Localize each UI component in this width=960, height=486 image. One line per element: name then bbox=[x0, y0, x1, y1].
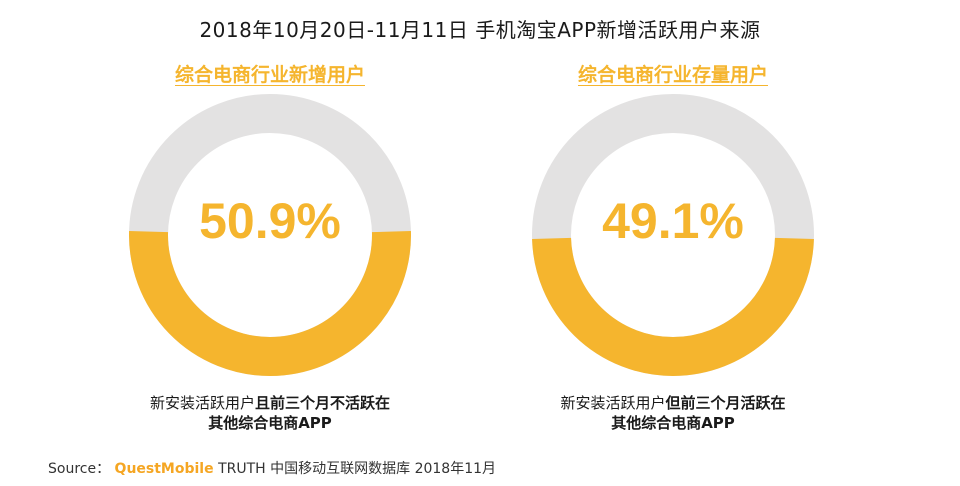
panel-heading: 综合电商行业新增用户 bbox=[174, 64, 365, 86]
caption-line-1: 新安装活跃用户且前三个月不活跃在 bbox=[105, 393, 435, 413]
caption-line-2-text: 其他综合电商APP bbox=[208, 414, 332, 432]
caption-line-2: 其他综合电商APP bbox=[508, 413, 838, 433]
source-suffix: TRUTH 中国移动互联网数据库 2018年11月 bbox=[218, 461, 497, 477]
caption-normal-text: 新安装活跃用户 bbox=[560, 394, 666, 412]
donut-svg bbox=[129, 94, 411, 376]
source-brand: QuestMobile bbox=[114, 461, 214, 477]
donut-svg bbox=[532, 94, 814, 376]
donut-chart bbox=[532, 94, 814, 376]
donut-panel-existing-users: 综合电商行业存量用户 49.1% 新安装活跃用户但前三个月活跃在 其他综合电商A… bbox=[508, 60, 838, 440]
donut-value-slice bbox=[129, 231, 411, 376]
percentage-label: 49.1% bbox=[602, 193, 744, 249]
donut-panel-new-users: 综合电商行业新增用户 50.9% 新安装活跃用户且前三个月不活跃在 其他综合电商… bbox=[105, 60, 435, 440]
donut-value-slice bbox=[532, 237, 814, 376]
caption-bold-text: 且前三个月不活跃在 bbox=[255, 394, 391, 412]
caption-bold-text: 但前三个月活跃在 bbox=[665, 394, 786, 412]
donut-chart bbox=[129, 94, 411, 376]
chart-title: 2018年10月20日-11月11日 手机淘宝APP新增活跃用户来源 bbox=[199, 18, 761, 42]
caption-line-1: 新安装活跃用户但前三个月活跃在 bbox=[508, 393, 838, 413]
panel-heading: 综合电商行业存量用户 bbox=[577, 64, 768, 86]
percentage-label: 50.9% bbox=[199, 193, 341, 249]
caption-line-2: 其他综合电商APP bbox=[105, 413, 435, 433]
source-prefix: Source： bbox=[48, 461, 111, 477]
caption-normal-text: 新安装活跃用户 bbox=[149, 394, 255, 412]
source-note: Source： QuestMobile TRUTH 中国移动互联网数据库 201… bbox=[48, 458, 496, 478]
panel-caption: 新安装活跃用户且前三个月不活跃在 其他综合电商APP bbox=[105, 393, 435, 433]
caption-line-2-text: 其他综合电商APP bbox=[611, 414, 735, 432]
panel-caption: 新安装活跃用户但前三个月活跃在 其他综合电商APP bbox=[508, 393, 838, 433]
